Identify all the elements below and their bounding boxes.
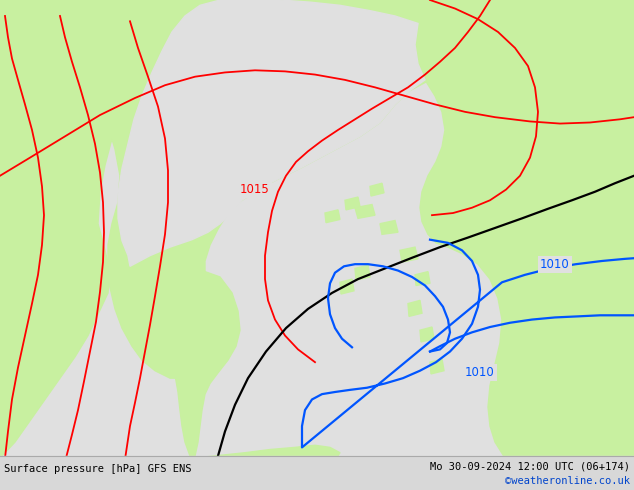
Polygon shape: [345, 197, 360, 210]
Text: Mo 30-09-2024 12:00 UTC (06+174): Mo 30-09-2024 12:00 UTC (06+174): [430, 462, 630, 471]
Text: 1015: 1015: [240, 183, 270, 196]
Text: 1010: 1010: [465, 367, 495, 379]
Polygon shape: [355, 204, 375, 219]
Polygon shape: [118, 0, 425, 266]
Polygon shape: [355, 265, 370, 280]
Text: ©weatheronline.co.uk: ©weatheronline.co.uk: [505, 476, 630, 487]
Polygon shape: [195, 445, 340, 469]
Polygon shape: [415, 271, 430, 286]
Polygon shape: [340, 279, 354, 294]
Text: 1010: 1010: [540, 258, 570, 270]
Polygon shape: [165, 271, 240, 456]
Polygon shape: [325, 210, 340, 222]
Polygon shape: [408, 300, 422, 317]
Polygon shape: [370, 183, 384, 196]
Polygon shape: [415, 0, 634, 490]
Polygon shape: [0, 80, 20, 104]
Polygon shape: [0, 122, 22, 144]
Polygon shape: [90, 0, 634, 378]
Polygon shape: [0, 0, 120, 458]
Text: Surface pressure [hPa] GFS ENS: Surface pressure [hPa] GFS ENS: [4, 464, 191, 474]
Polygon shape: [400, 247, 418, 262]
Bar: [0, 456, 634, 490]
Polygon shape: [420, 327, 434, 342]
Polygon shape: [0, 336, 25, 362]
Polygon shape: [430, 359, 444, 374]
Polygon shape: [0, 389, 26, 413]
Polygon shape: [380, 220, 398, 234]
